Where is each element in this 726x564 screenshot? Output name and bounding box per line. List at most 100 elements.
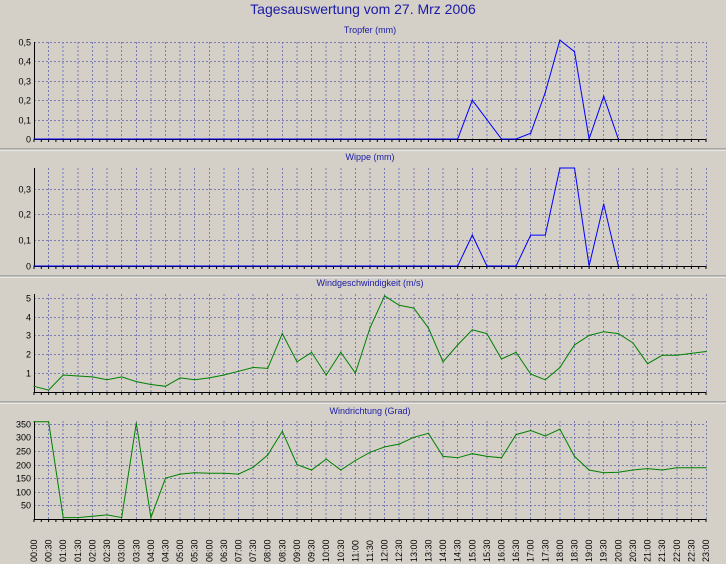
data-point [281,430,283,432]
data-point [384,295,386,297]
data-point [48,265,50,267]
data-point [617,138,619,140]
data-point [48,421,50,423]
data-point [559,366,561,369]
y-tick-label: 0,1 [18,116,31,126]
data-point [398,138,400,140]
data-point [62,374,64,376]
x-tick-label: 06:30 [219,539,229,562]
x-tick-label: 14:30 [453,539,463,562]
data-point [603,95,605,97]
data-point [544,435,546,437]
x-tick-label: 10:30 [336,539,346,562]
y-tick-label: 4 [26,313,31,323]
data-point [91,265,94,267]
data-point [573,167,576,169]
data-point [310,469,313,471]
y-tick-label: 50 [21,501,31,511]
data-point [369,265,371,267]
x-tick-label: 12:00 [380,539,390,562]
x-tick-label: 10:00 [321,539,331,562]
data-point [208,472,210,474]
data-point [340,265,342,267]
data-point [413,436,415,438]
data-point [632,342,634,344]
y-tick-label: 250 [16,447,31,457]
data-point [427,327,430,329]
data-point [442,455,444,457]
data-point [413,265,415,267]
x-tick-label: 04:00 [146,539,156,562]
data-point [486,265,488,267]
chart-title: Windrichtung (Grad) [329,406,410,416]
data-point [91,138,94,140]
x-tick-label: 03:30 [131,539,141,562]
data-point [237,265,240,267]
y-tick-label: 0,2 [18,210,31,220]
data-point [500,265,503,267]
data-point [150,138,152,140]
data-point [427,265,430,267]
data-point [486,455,488,457]
x-tick-label: 02:00 [87,539,97,562]
data-point [559,39,561,41]
x-tick-label: 19:30 [599,539,609,562]
x-tick-label: 06:00 [204,539,214,562]
y-tick-label: 0,1 [18,236,31,246]
y-tick-label: 5 [26,294,31,304]
data-point [471,99,473,101]
data-point [91,376,94,378]
data-point [384,265,386,267]
data-point [646,363,649,365]
x-tick-label: 13:00 [409,539,419,562]
data-point [310,138,313,140]
x-tick-label: 08:30 [277,539,287,562]
data-point [646,468,649,470]
data-point [398,443,400,445]
x-tick-label: 22:00 [672,539,682,562]
x-tick-label: 05:00 [175,539,185,562]
data-point [296,361,298,363]
x-tick-label: 16:00 [496,539,506,562]
data-point [121,517,123,519]
x-tick-label: 21:30 [657,539,667,562]
data-point [442,265,444,267]
data-point [252,138,254,140]
data-point [194,379,196,381]
data-point [588,265,590,267]
data-point [164,265,167,267]
data-point [369,327,371,329]
data-point [223,265,225,267]
y-tick-label: 0,5 [18,38,31,48]
data-point [559,428,561,430]
data-point [573,455,576,457]
data-point [559,167,561,169]
data-point [354,372,356,374]
chart-title: Wippe (mm) [346,152,395,162]
data-point [544,91,546,94]
data-point [325,458,327,460]
y-tick-label: 0 [26,262,31,272]
data-point [617,332,619,335]
data-point [121,265,123,267]
data-point [457,457,459,459]
data-point [150,265,152,267]
data-point [194,265,196,267]
chart-title: Windgeschwindigkeit (m/s) [316,278,423,288]
data-point [33,385,35,387]
data-point [150,517,152,519]
x-tick-label: 03:00 [117,539,127,562]
y-tick-label: 0,2 [18,96,31,106]
data-point [194,138,196,140]
data-point [237,138,240,140]
x-tick-label: 16:30 [511,539,521,562]
data-point [398,304,400,306]
x-tick-label: 08:00 [263,539,273,562]
data-point [77,517,79,519]
data-point [179,265,181,267]
y-tick-label: 350 [16,420,31,430]
chart-title: Tropfer (mm) [344,25,396,35]
data-point [413,138,415,140]
data-point [486,332,488,335]
